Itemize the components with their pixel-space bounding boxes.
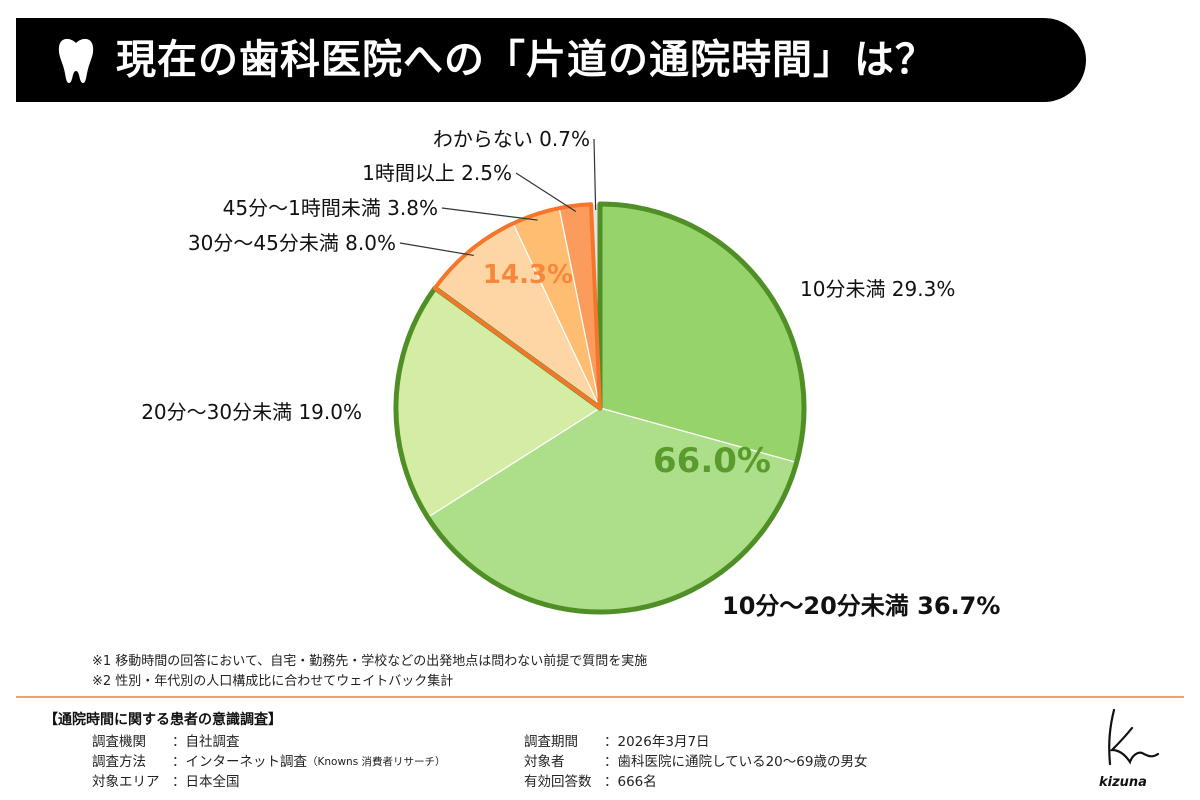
leader-line xyxy=(515,172,577,212)
slice-label: 10分未満 29.3% xyxy=(800,277,955,301)
survey-key: 調査方法 xyxy=(92,754,146,770)
slice-label: 20分～30分未満 19.0% xyxy=(141,400,362,424)
slice-label: 45分～1時間未満 3.8% xyxy=(223,196,438,220)
slice-label: 1時間以上 2.5% xyxy=(362,161,512,185)
survey-value: ：2026年3月7日 xyxy=(604,734,710,750)
group-outline-orange xyxy=(432,202,602,410)
leader-line xyxy=(441,207,538,221)
leader-line xyxy=(593,138,597,211)
survey-row: 有効回答数 ：666名 xyxy=(524,772,867,792)
survey-info-right: 調査期間 ：2026年3月7日 対象者 ：歯科医院に通院している20～69歳の男… xyxy=(524,732,867,792)
survey-row: 対象者 ：歯科医院に通院している20～69歳の男女 xyxy=(524,752,867,772)
divider xyxy=(16,696,1184,698)
slice-label: 10分～20分未満 36.7% xyxy=(722,592,1000,620)
group-percent-label: 66.0% xyxy=(653,441,771,481)
kizuna-signature-logo xyxy=(1108,708,1160,766)
survey-value: ：自社調査 xyxy=(172,734,240,750)
group-outline-green xyxy=(393,201,807,615)
slice-label: わからない 0.7% xyxy=(433,127,590,151)
brand-name: kizuna xyxy=(1099,775,1147,790)
group-percent-label: 14.3% xyxy=(483,260,573,290)
survey-key: 調査機関 xyxy=(92,734,146,750)
survey-value: ：日本全国 xyxy=(172,774,240,790)
survey-row: 対象エリア ：日本全国 xyxy=(92,772,446,792)
survey-info-left: 調査機関 ：自社調査 調査方法 ：インターネット調査 （Knowns 消費者リサ… xyxy=(92,732,446,792)
survey-row: 調査期間 ：2026年3月7日 xyxy=(524,732,867,752)
survey-value: ：666名 xyxy=(604,774,657,790)
notes: ※1 移動時間の回答において、自宅・勤務先・学校などの出発地点は問わない前提で質… xyxy=(92,652,647,692)
note-1: ※1 移動時間の回答において、自宅・勤務先・学校などの出発地点は問わない前提で質… xyxy=(92,654,648,669)
survey-key: 調査期間 xyxy=(524,734,578,750)
leader-line xyxy=(399,242,474,257)
survey-key: 有効回答数 xyxy=(524,774,592,790)
note-2: ※2 性別・年代別の人口構成比に合わせてウェイトバック集計 xyxy=(92,674,454,689)
title-bar: 現在の歯科医院への「片道の通院時間」は？ xyxy=(16,18,1086,102)
page-title: 現在の歯科医院への「片道の通院時間」は？ xyxy=(116,37,936,83)
survey-value-note: （Knowns 消費者リサーチ） xyxy=(307,756,446,768)
survey-row: 調査機関 ：自社調査 xyxy=(92,732,446,752)
survey-value: ：歯科医院に通院している20～69歳の男女 xyxy=(604,754,868,770)
survey-key: 対象エリア xyxy=(92,774,160,790)
slice-label: 30分～45分未満 8.0% xyxy=(188,231,396,255)
pie-chart: 10分未満 29.3% 10分～20分未満 36.7% 20分～30分未満 19.0… xyxy=(141,127,1000,620)
survey-key: 対象者 xyxy=(524,754,565,770)
tooth-icon xyxy=(58,38,94,83)
survey-heading: 【通院時間に関する患者の意識調査】 xyxy=(44,712,282,728)
survey-value: ：インターネット調査 xyxy=(172,754,307,770)
survey-row: 調査方法 ：インターネット調査 （Knowns 消費者リサーチ） xyxy=(92,752,446,772)
